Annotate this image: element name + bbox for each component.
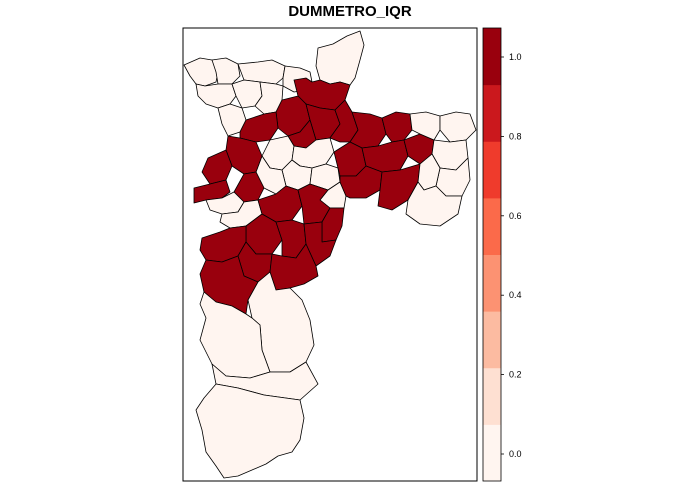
district <box>211 57 241 85</box>
district <box>405 181 463 227</box>
district <box>239 111 279 143</box>
legend-tick-label: 0.2 <box>509 370 522 380</box>
map-frame <box>182 27 478 482</box>
legend-band <box>483 84 501 142</box>
district <box>193 179 231 204</box>
district <box>195 83 237 109</box>
legend-band <box>483 141 501 199</box>
legend-tick-label: 1.0 <box>509 52 522 62</box>
legend-bands <box>483 28 501 482</box>
district <box>339 165 383 199</box>
district <box>381 111 413 143</box>
district <box>409 111 441 141</box>
legend-band <box>483 367 501 425</box>
legend-band <box>483 424 501 482</box>
legend-tick-label: 0.0 <box>509 449 522 459</box>
legend-band <box>483 311 501 369</box>
district <box>315 30 365 86</box>
district <box>439 111 477 143</box>
districts-layer <box>183 30 477 479</box>
district <box>183 57 219 87</box>
legend-colorbar: 0.0 0.2 0.4 0.6 0.8 1.0 <box>482 27 522 482</box>
legend-band <box>483 197 501 255</box>
district <box>201 149 233 185</box>
legend-tick-label: 0.8 <box>509 131 522 141</box>
map-title: DUMMETRO_IQR <box>288 3 412 20</box>
district <box>195 383 305 479</box>
district <box>199 255 259 315</box>
legend-band <box>483 254 501 312</box>
legend-tick-label: 0.4 <box>509 290 522 300</box>
legend-band <box>483 28 501 86</box>
legend-tick-label: 0.6 <box>509 211 522 221</box>
legend-frame <box>482 27 502 482</box>
legend-ticks: 0.0 0.2 0.4 0.6 0.8 1.0 <box>501 52 522 459</box>
